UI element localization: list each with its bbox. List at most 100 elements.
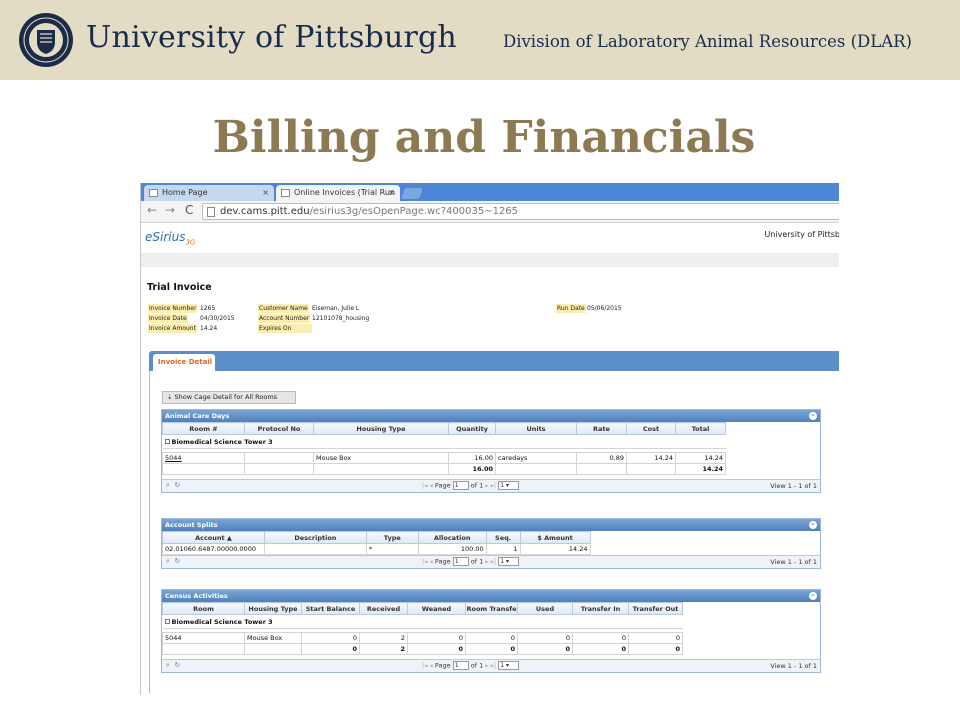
cell-transfer-in: 0: [572, 632, 629, 644]
record-count: View 1 - 1 of 1: [770, 481, 817, 490]
page-count: of 1: [470, 661, 484, 669]
last-page-icon[interactable]: ▸|: [490, 481, 497, 489]
next-page-icon[interactable]: ▸: [485, 661, 489, 669]
column-header[interactable]: Transfer Out: [628, 602, 683, 615]
collapse-icon[interactable]: –: [809, 521, 817, 529]
grid-title-text: Census Activities: [165, 592, 228, 600]
column-header[interactable]: Allocation: [417, 531, 487, 544]
column-header[interactable]: Used: [517, 602, 573, 615]
column-header[interactable]: Transfer In: [572, 602, 629, 615]
column-header[interactable]: Protocol No: [244, 422, 314, 435]
table-row[interactable]: 5044 Mouse Box 16.00 caredays 0.89 14.24…: [162, 452, 726, 464]
cell-rate: 0.89: [576, 452, 627, 464]
column-header[interactable]: Room: [162, 602, 245, 615]
cell-total: 14.24: [675, 452, 726, 464]
table-row[interactable]: 5044 Mouse Box 0 2 0 0 0 0 0: [162, 632, 683, 644]
page-input[interactable]: 1: [452, 660, 469, 670]
rows-per-page-select[interactable]: 1 ▾: [498, 480, 520, 490]
grid-title: Census Activities –: [162, 590, 820, 602]
rows-value: 1: [500, 661, 505, 669]
refresh-icon[interactable]: ↻: [174, 557, 181, 565]
cell-account: 02.01060.6487.00000.0000: [162, 543, 265, 555]
prev-page-icon[interactable]: ◂: [429, 557, 433, 566]
refresh-icon[interactable]: ↻: [174, 660, 181, 669]
rows-per-page-select[interactable]: 1 ▾: [498, 660, 520, 670]
column-header[interactable]: Rate: [576, 422, 627, 435]
column-header-account[interactable]: Account ▲: [162, 531, 265, 544]
invoice-number-label: Invoice Number: [148, 304, 198, 313]
app-header: eSirius3G University of Pittsb: [141, 224, 839, 250]
column-header[interactable]: Description: [263, 531, 367, 544]
first-page-icon[interactable]: |◂: [422, 481, 428, 489]
column-header[interactable]: Weaned: [407, 602, 466, 615]
refresh-icon[interactable]: ↻: [174, 480, 181, 489]
column-header[interactable]: Seq.: [485, 531, 521, 544]
page-input[interactable]: 1: [452, 480, 469, 490]
prev-page-icon[interactable]: ◂: [429, 661, 433, 669]
invoice-amount-value: 14.24: [200, 325, 218, 332]
rows-value: 1: [500, 481, 505, 489]
cage-button-label: Show Cage Detail for All Rooms: [174, 393, 278, 401]
cell-housing: Mouse Box: [244, 632, 302, 644]
column-header[interactable]: Room #: [162, 422, 245, 435]
collapse-icon[interactable]: –: [809, 412, 817, 420]
browser-tab-online-invoices[interactable]: Online Invoices (Trial Run ×: [276, 185, 400, 201]
group-row[interactable]: Biomedical Science Tower 3: [162, 614, 683, 629]
first-page-icon[interactable]: |◂: [422, 661, 428, 669]
column-header[interactable]: Start Balance: [301, 602, 360, 615]
search-icon[interactable]: ⌕: [166, 660, 170, 669]
next-page-icon[interactable]: ▸: [485, 557, 489, 566]
page-icon: [207, 207, 215, 217]
column-header[interactable]: Received: [359, 602, 408, 615]
collapse-group-icon[interactable]: [164, 439, 170, 444]
room-link[interactable]: 5044: [162, 452, 245, 464]
prev-page-icon[interactable]: ◂: [429, 481, 433, 489]
column-header[interactable]: Units: [495, 422, 577, 435]
column-header[interactable]: Room Transfe: [465, 602, 518, 615]
subtotal-received: 2: [359, 643, 408, 655]
tab-invoice-detail[interactable]: Invoice Detail: [153, 354, 215, 371]
table-row[interactable]: 02.01060.6487.00000.0000 * 100.00 1 14.2…: [162, 543, 820, 555]
collapse-group-icon[interactable]: [164, 619, 170, 624]
last-page-icon[interactable]: ▸|: [490, 661, 497, 669]
first-page-icon[interactable]: |◂: [422, 557, 428, 566]
collapse-icon[interactable]: –: [809, 592, 817, 600]
new-tab-button[interactable]: [400, 188, 424, 199]
page-count: of 1: [470, 481, 484, 489]
browser-tab-home[interactable]: Home Page ×: [144, 185, 274, 201]
show-cage-detail-button[interactable]: ⇣ Show Cage Detail for All Rooms: [162, 391, 296, 404]
column-header[interactable]: $ Amount: [519, 531, 591, 544]
account-splits-table: Account ▲ Description Type Allocation Se…: [162, 531, 820, 555]
address-bar[interactable]: dev.cams.pitt.edu/esirius3g/esOpenPage.w…: [202, 203, 839, 220]
column-header[interactable]: Housing Type: [244, 602, 302, 615]
close-icon[interactable]: ×: [262, 188, 269, 197]
browser-tab-bar: Home Page × Online Invoices (Trial Run ×: [141, 183, 839, 201]
expires-on-label: Expires On: [258, 324, 312, 333]
forward-arrow-icon[interactable]: →: [165, 203, 176, 217]
back-arrow-icon[interactable]: ←: [147, 203, 158, 217]
invoice-detail-tabstrip: Invoice Detail: [149, 351, 839, 371]
next-page-icon[interactable]: ▸: [485, 481, 489, 489]
reload-icon[interactable]: C: [185, 203, 194, 217]
search-icon[interactable]: ⌕: [166, 557, 170, 565]
page-input[interactable]: 1: [452, 557, 469, 566]
last-page-icon[interactable]: ▸|: [490, 557, 497, 566]
column-header[interactable]: Total: [675, 422, 726, 435]
column-header[interactable]: Housing Type: [313, 422, 449, 435]
subtotal-transfer-in: 0: [572, 643, 629, 655]
cell-seq: 1: [485, 543, 521, 555]
account-splits-grid: Account Splits – Account ▲ Description T…: [161, 518, 821, 569]
cell-weaned: 0: [407, 632, 466, 644]
close-icon[interactable]: ×: [388, 188, 395, 197]
slide-title: Billing and Financials: [212, 112, 756, 163]
page-icon: [149, 189, 158, 197]
column-header[interactable]: Cost: [626, 422, 676, 435]
search-icon[interactable]: ⌕: [166, 480, 170, 489]
rows-per-page-select[interactable]: 1 ▾: [498, 557, 520, 566]
cell-amount: 14.24: [519, 543, 591, 555]
column-header[interactable]: Quantity: [448, 422, 496, 435]
subtotal-weaned: 0: [407, 643, 466, 655]
group-row[interactable]: Biomedical Science Tower 3: [162, 434, 726, 449]
page-icon: [281, 189, 290, 197]
column-header[interactable]: Type: [365, 531, 419, 544]
